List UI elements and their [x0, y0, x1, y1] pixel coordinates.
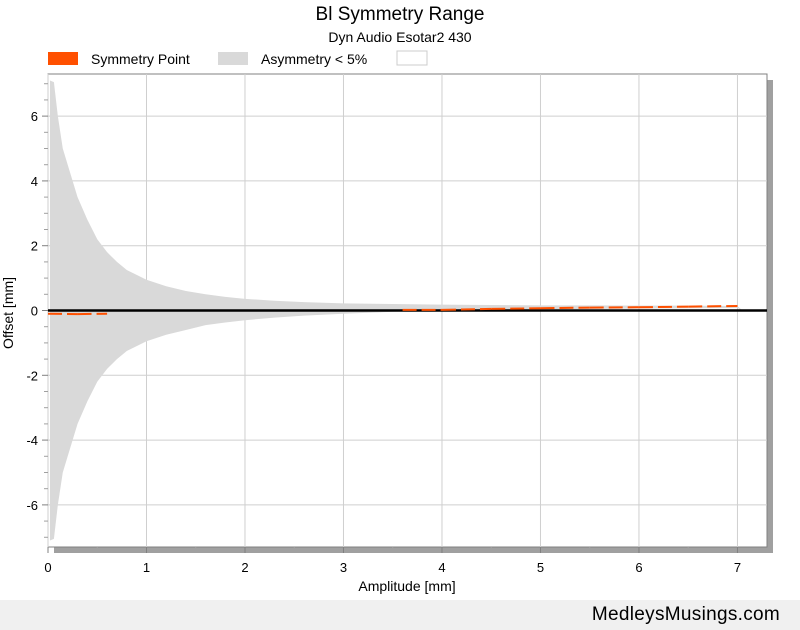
legend-swatch-symmetry-point [48, 52, 78, 65]
x-axis-label: Amplitude [mm] [358, 578, 455, 594]
symmetry-point-series [47, 304, 738, 316]
y-tick-label-4: 2 [31, 239, 38, 254]
symmetry-point-segment [540, 306, 590, 310]
y-tick-label-3: 0 [31, 304, 38, 319]
legend-swatch-blank [396, 50, 428, 66]
y-tick-label-0: -6 [26, 498, 38, 513]
y-tick-label-1: -4 [26, 433, 38, 448]
x-tick-label-1: 1 [143, 560, 150, 575]
x-tick-label-0: 0 [44, 560, 51, 575]
y-tick-label-2: -2 [26, 368, 38, 383]
y-tick-label-5: 4 [31, 174, 38, 189]
symmetry-point-segment [441, 307, 492, 311]
y-axis-ticks: -6 -4 -2 0 2 4 6 [26, 83, 48, 538]
chart-subtitle: Dyn Audio Esotar2 430 [328, 29, 471, 45]
symmetry-point-segment [688, 304, 738, 308]
symmetry-point-segment [638, 305, 689, 309]
x-axis-ticks: 0 1 2 3 4 5 6 7 [44, 547, 741, 575]
site-credit: MedleysMusings.com [591, 604, 780, 625]
y-tick-label-6: 6 [31, 109, 38, 124]
x-tick-label-6: 6 [635, 560, 642, 575]
legend: Symmetry Point Asymmetry < 5% [48, 50, 428, 67]
symmetry-point-segment [491, 307, 541, 310]
x-tick-label-3: 3 [340, 560, 347, 575]
legend-label-asymmetry: Asymmetry < 5% [261, 51, 367, 67]
legend-label-symmetry-point: Symmetry Point [91, 51, 190, 67]
chart-title: Bl Symmetry Range [316, 4, 485, 25]
footer-bar: MedleysMusings.com [0, 600, 800, 630]
x-tick-label-4: 4 [438, 560, 445, 575]
x-tick-label-5: 5 [537, 560, 544, 575]
chart: Bl Symmetry Range Dyn Audio Esotar2 430 … [0, 4, 773, 594]
y-axis-label: Offset [mm] [0, 277, 16, 349]
x-tick-label-2: 2 [241, 560, 248, 575]
x-tick-label-7: 7 [734, 560, 741, 575]
legend-swatch-asymmetry [218, 52, 248, 65]
